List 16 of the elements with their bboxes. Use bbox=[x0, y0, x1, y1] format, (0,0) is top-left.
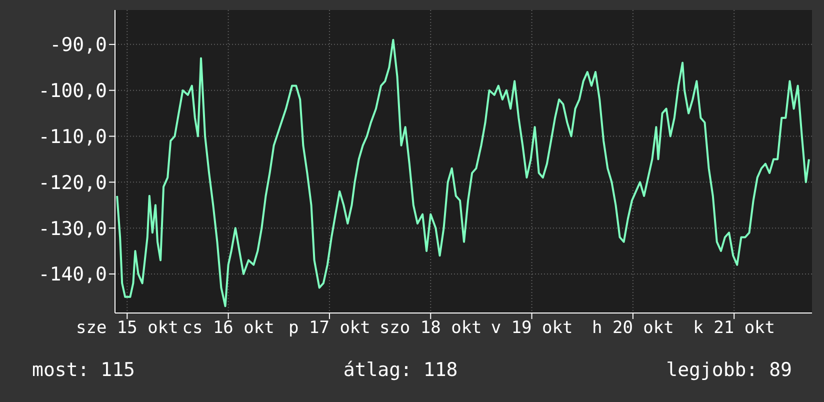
x-tick-label: h 20 okt bbox=[592, 318, 674, 338]
y-tick-label: -110,0 bbox=[38, 126, 107, 148]
x-tick-label: sze 15 okt bbox=[76, 318, 178, 338]
y-tick-label: -90,0 bbox=[50, 34, 107, 56]
x-tick-label: p 17 okt bbox=[288, 318, 370, 338]
text: átlag: 118 bbox=[343, 359, 458, 381]
y-tick-label: -120,0 bbox=[38, 172, 107, 194]
y-tick-label: -100,0 bbox=[38, 80, 107, 102]
text: most: 115 bbox=[32, 359, 135, 381]
y-tick-label: -130,0 bbox=[38, 218, 107, 240]
x-tick-label: v 19 okt bbox=[490, 318, 573, 338]
x-tick-label: cs 16 okt bbox=[182, 318, 274, 338]
y-tick-label: -140,0 bbox=[38, 264, 107, 286]
x-tick-label: k 21 okt bbox=[693, 318, 776, 338]
text: legjobb: 89 bbox=[666, 359, 792, 381]
x-tick-label: szo 18 okt bbox=[379, 318, 482, 338]
